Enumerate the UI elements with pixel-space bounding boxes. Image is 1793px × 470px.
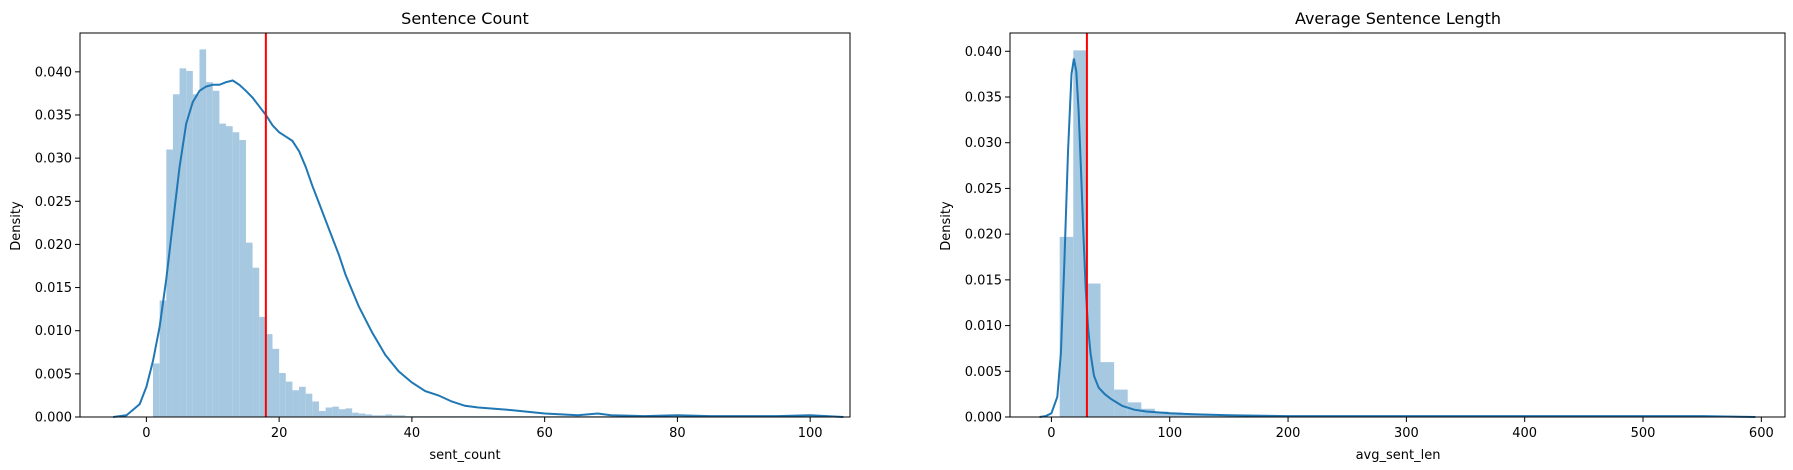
histogram-bar [1073, 50, 1087, 417]
y-axis-label: Density [9, 201, 24, 251]
y-tick-label: 0.040 [35, 65, 72, 80]
y-tick-label: 0.025 [965, 182, 1002, 197]
kde-line [1039, 58, 1756, 418]
y-tick-label: 0.005 [965, 365, 1002, 380]
histogram-bar [265, 334, 273, 417]
histogram-bar [206, 82, 213, 417]
x-tick-label: 300 [1394, 426, 1419, 441]
x-tick-label: 40 [404, 426, 421, 441]
histogram-bar [192, 94, 200, 417]
x-tick-label: 100 [1157, 426, 1182, 441]
y-tick-label: 0.020 [35, 238, 72, 253]
histogram-bar [279, 372, 286, 417]
histogram-bar [1086, 283, 1101, 417]
histogram-bar [305, 393, 313, 417]
plot-area: 0 100 200 300 400 500 600 0.000 0.005 0.010 0.015 0… [965, 32, 1786, 441]
histogram-bar [1182, 413, 1196, 417]
y-tick-label: 0.025 [35, 195, 72, 210]
y-tick-label: 0.015 [35, 281, 72, 296]
y-tick-label: 0.020 [965, 228, 1002, 243]
x-tick-label: 200 [1276, 426, 1301, 441]
y-tick-label: 0.040 [965, 45, 1002, 60]
x-tick-label: 60 [536, 426, 553, 441]
y-tick-label: 0.035 [965, 91, 1002, 106]
histogram-bar [259, 316, 266, 417]
histogram-bar [272, 348, 280, 417]
histogram-bar [219, 123, 227, 417]
histogram-bar [212, 90, 220, 417]
plot-area: 0 20 40 60 80 100 0.000 0.005 0.010 0.015 0.020 0.0… [35, 32, 851, 441]
histogram-bar [352, 412, 359, 417]
y-tick-label: 0.005 [35, 367, 72, 382]
histogram-bar [186, 70, 193, 417]
x-tick-label: 80 [669, 426, 686, 441]
histogram-bar [199, 49, 207, 417]
histogram-bar [372, 415, 379, 417]
histogram-bar [226, 126, 233, 418]
chart-sentence-count: Sentence Count 0 20 40 60 80 100 0.000 0.005 0.0… [9, 9, 851, 463]
histogram-bar [391, 415, 399, 417]
histogram-bar [332, 406, 339, 417]
x-tick-label: 20 [271, 426, 288, 441]
kde-line [113, 79, 844, 418]
histogram-bar [245, 242, 253, 417]
y-tick-label: 0.000 [35, 411, 72, 426]
histogram-bar [252, 267, 260, 417]
x-axis-label: avg_sent_len [1356, 448, 1441, 463]
y-tick-label: 0.010 [965, 319, 1002, 334]
histogram-bar [166, 149, 173, 417]
y-tick-label: 0.000 [965, 411, 1002, 426]
chart-average-sentence-length: Average Sentence Length 0 100 200 300 400 500… [939, 9, 1786, 463]
histogram-bar [179, 68, 187, 418]
histogram-bar [299, 386, 306, 417]
y-tick-label: 0.015 [965, 273, 1002, 288]
histogram-bar [378, 415, 386, 417]
x-tick-label: 600 [1749, 426, 1774, 441]
chart-title: Average Sentence Length [1295, 9, 1501, 28]
axes-frame [1009, 32, 1786, 418]
histogram-bar [292, 390, 300, 417]
histogram-bar [398, 415, 406, 417]
y-tick-label: 0.035 [35, 108, 72, 123]
histogram-bar [159, 300, 167, 417]
x-axis-label: sent_count [429, 448, 500, 463]
axes-frame [79, 32, 851, 418]
histogram-bar [1114, 389, 1128, 417]
x-tick-label: 100 [798, 426, 823, 441]
histogram-bar [358, 413, 366, 417]
y-tick-label: 0.010 [35, 324, 72, 339]
histogram-bar [325, 407, 333, 417]
histogram-bar [285, 381, 293, 417]
x-tick-label: 500 [1631, 426, 1656, 441]
histogram-bar [1195, 414, 1210, 417]
y-tick-label: 0.030 [965, 136, 1002, 151]
x-tick-label: 400 [1512, 426, 1537, 441]
histogram-bar [338, 409, 346, 417]
histogram-bar [365, 414, 373, 417]
histogram-bar [232, 132, 240, 417]
histogram-bar [1141, 408, 1155, 417]
x-tick-label: 0 [1047, 426, 1055, 441]
histogram-bar [172, 94, 180, 417]
histogram-bar [345, 408, 353, 417]
chart-title: Sentence Count [401, 9, 529, 28]
histogram-bar [1154, 411, 1169, 417]
y-axis-label: Density [939, 201, 954, 251]
y-tick-label: 0.030 [35, 152, 72, 167]
x-tick-label: 0 [142, 426, 150, 441]
histogram-bar [312, 401, 319, 417]
histogram-bar [1209, 415, 1223, 417]
histogram-bar [153, 363, 160, 417]
histogram-bar [1100, 362, 1115, 417]
histogram-bar [318, 410, 326, 417]
histogram-bar [239, 140, 246, 417]
histogram-bar [1168, 412, 1183, 417]
histogram-bar [385, 414, 392, 417]
